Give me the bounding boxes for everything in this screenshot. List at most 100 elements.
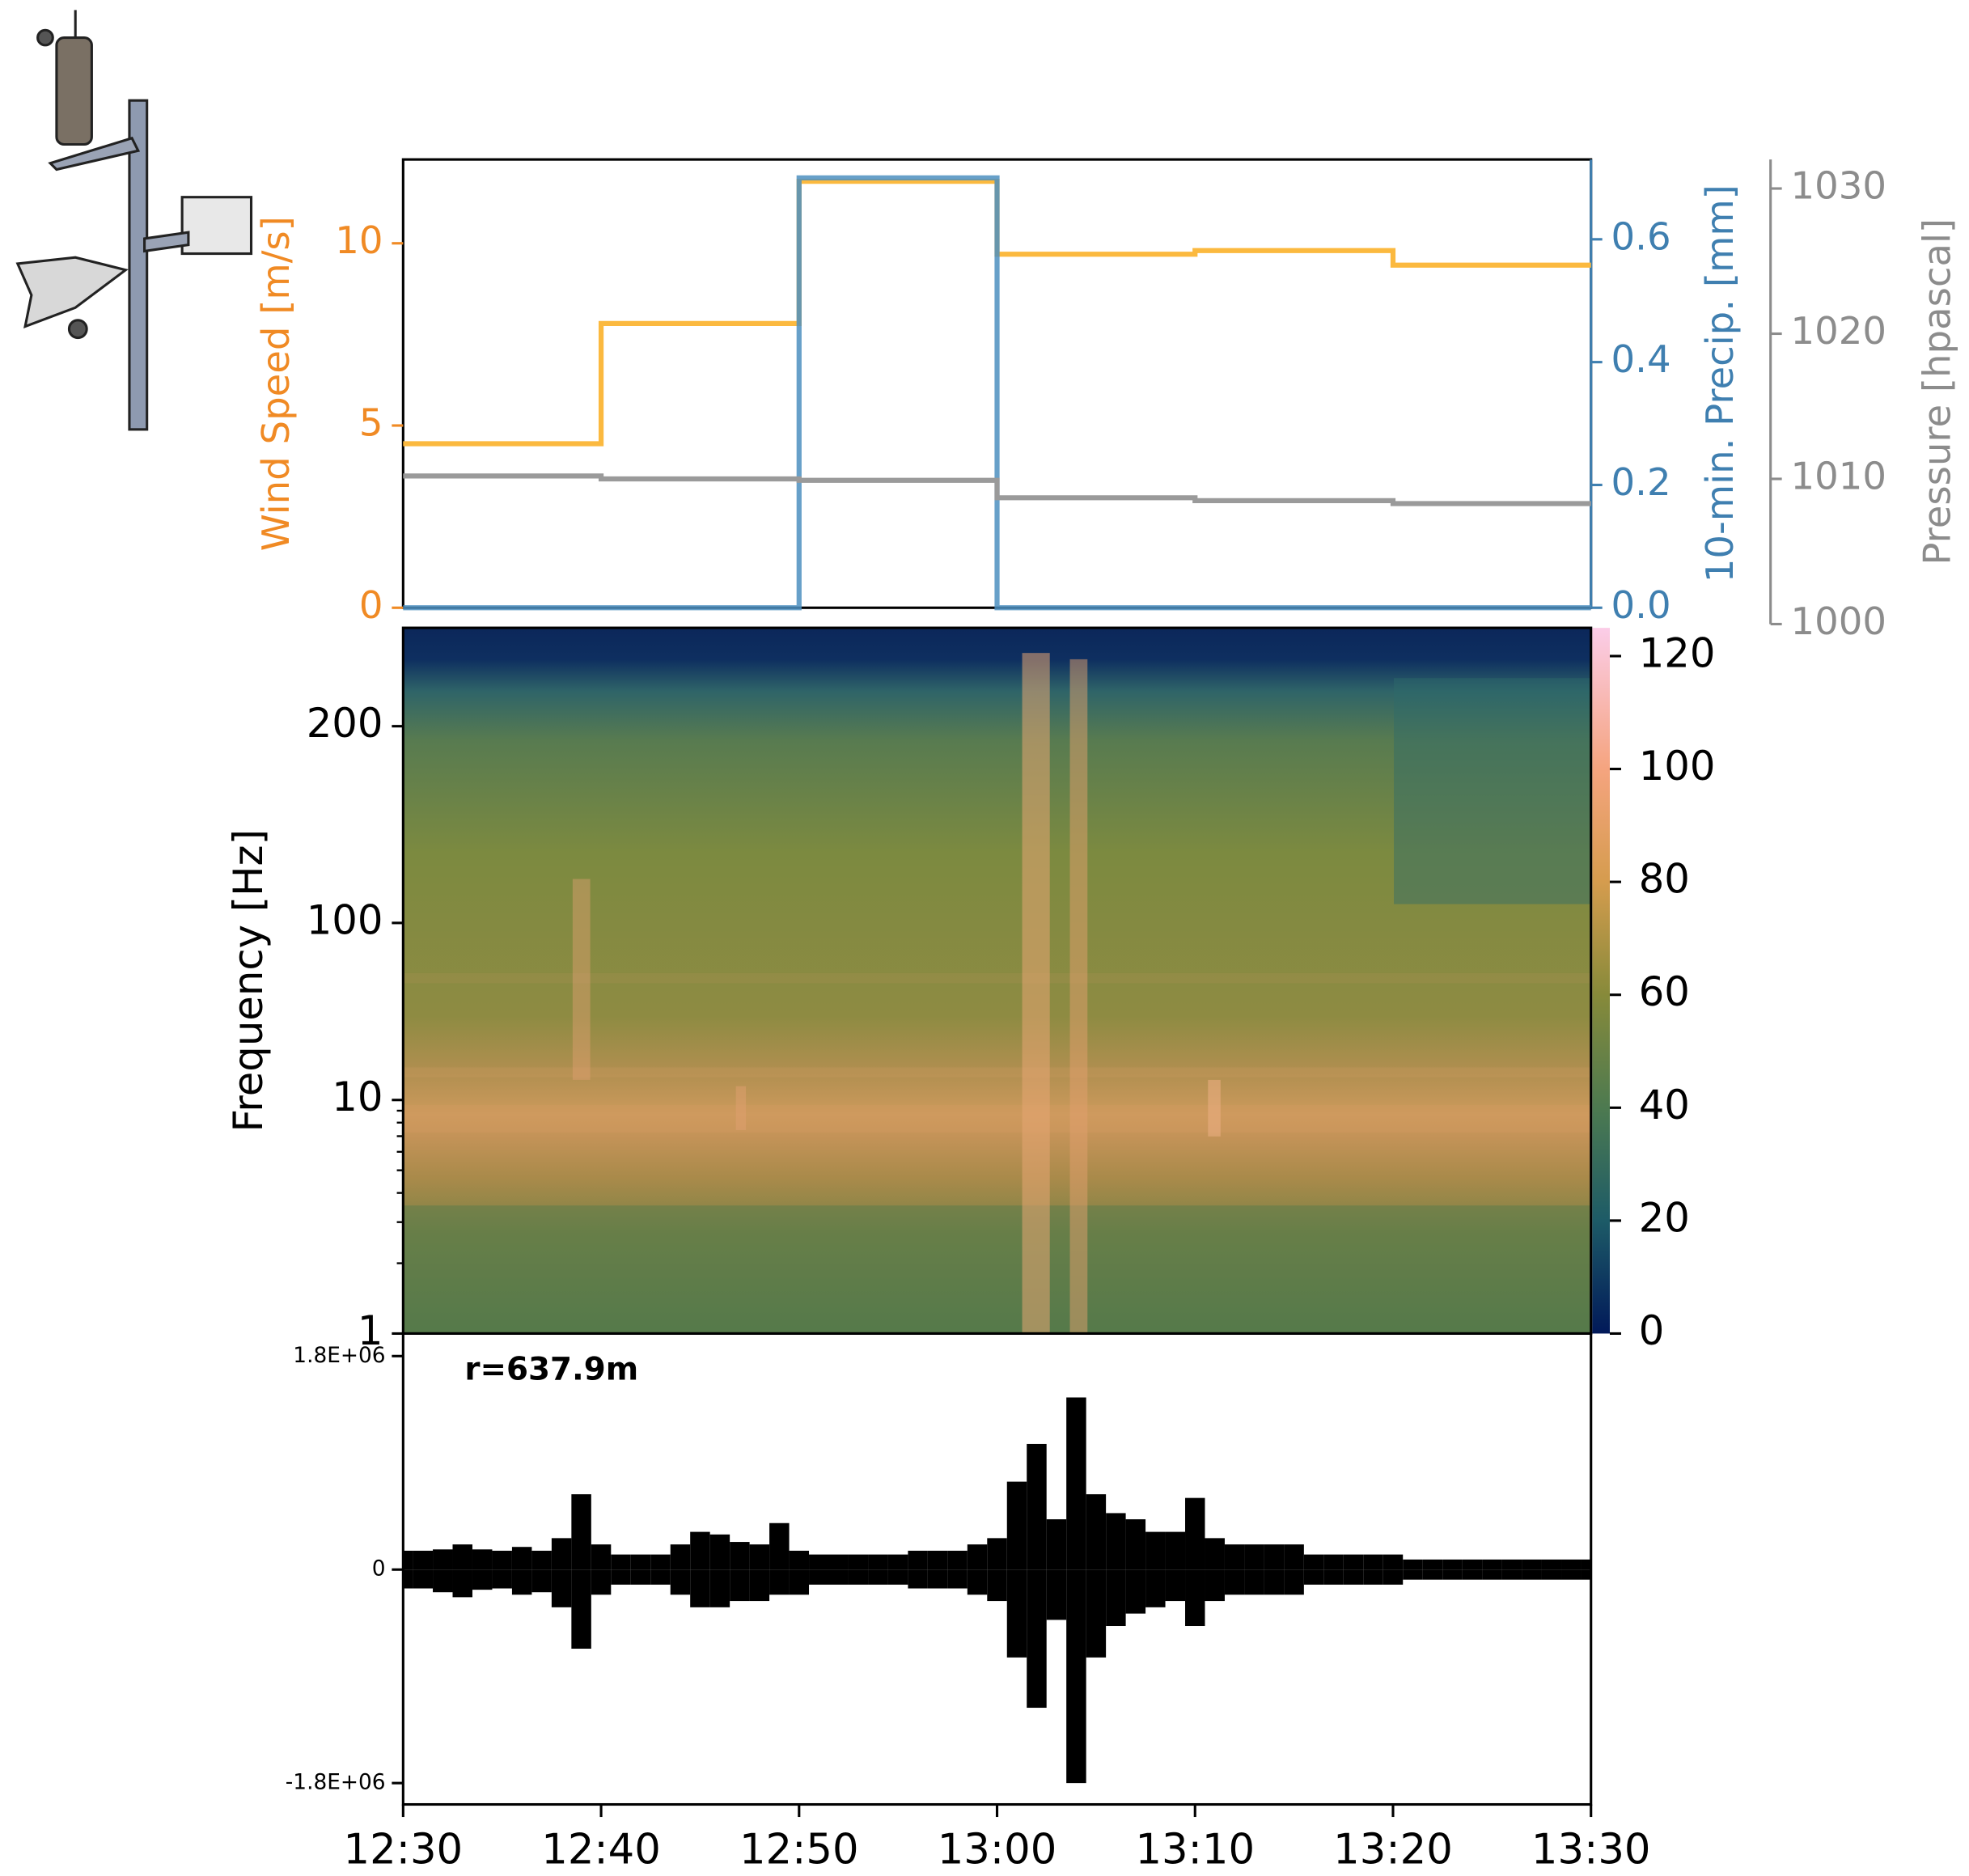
waveform-envelope	[730, 1569, 750, 1602]
waveform-envelope	[887, 1569, 908, 1585]
tick-label: 100	[307, 896, 383, 943]
waveform-envelope	[828, 1554, 849, 1570]
waveform-envelope	[492, 1550, 512, 1570]
waveform-envelope	[1224, 1569, 1245, 1595]
waveform-envelope	[551, 1569, 572, 1607]
colorbar-label: 40	[1639, 1082, 1690, 1129]
x-tick-label: 12:30	[344, 1826, 464, 1874]
waveform-envelope	[967, 1544, 988, 1570]
annotation: r=637.9m	[464, 1352, 638, 1388]
axis-label: Wind Speed [m/s]	[254, 216, 298, 551]
x-tick-label: 13:20	[1333, 1826, 1453, 1874]
waveform-envelope	[947, 1569, 968, 1589]
colorbar-label: 0	[1639, 1307, 1665, 1354]
tick-label: 0	[359, 583, 383, 627]
tick-label: 5	[359, 401, 383, 445]
waveform-envelope	[1323, 1554, 1344, 1570]
waveform-envelope	[531, 1550, 552, 1570]
waveform-envelope	[1581, 1559, 1591, 1570]
waveform-envelope	[650, 1569, 671, 1585]
waveform-envelope	[809, 1554, 829, 1570]
waveform-envelope	[769, 1569, 790, 1595]
waveform-envelope	[887, 1554, 908, 1570]
waveform-envelope	[1422, 1559, 1443, 1570]
waveform-envelope	[848, 1569, 869, 1585]
colorbar-label: 60	[1639, 968, 1690, 1015]
waveform-envelope	[1125, 1569, 1146, 1614]
waveform-envelope	[403, 1569, 413, 1589]
waveform-panel: -1.8E+06 0 1.8E+06 12:30 12:40 12:50 13:00 13:1…	[286, 1332, 1651, 1874]
waveform-envelope	[413, 1569, 434, 1589]
x-tick-label: 13:10	[1135, 1826, 1255, 1874]
waveform-envelope	[1086, 1569, 1107, 1658]
tick-label: -1.8E+06	[286, 1771, 386, 1795]
waveform-envelope	[1462, 1569, 1483, 1580]
waveform-envelope	[1541, 1559, 1562, 1570]
waveform-envelope	[1145, 1531, 1166, 1570]
waveform-envelope	[413, 1550, 434, 1570]
spectrogram-panel: 1 10 100 200 Frequency [Hz] 0 20 40 60 80 100 120	[225, 626, 1715, 1354]
waveform-envelope	[1205, 1569, 1225, 1602]
waveform-envelope	[1086, 1494, 1107, 1570]
waveform-envelope	[511, 1547, 532, 1570]
waveform-envelope	[709, 1534, 730, 1570]
axis-label: Frequency [Hz]	[225, 829, 272, 1132]
step-line	[403, 175, 1591, 611]
waveform-envelope	[1224, 1544, 1245, 1570]
waveform-envelope	[403, 1550, 413, 1570]
waveform-envelope	[967, 1569, 988, 1595]
waveform-envelope	[670, 1544, 691, 1570]
waveform-envelope	[571, 1494, 591, 1570]
waveform-envelope	[1403, 1559, 1423, 1570]
weather-panel: 0 5 10 Wind Speed [m/s] 0.0 0.2 0.4 0.6 10-min. …	[254, 158, 1959, 643]
waveform-envelope	[452, 1544, 472, 1570]
waveform-envelope	[749, 1544, 770, 1570]
waveform-envelope	[987, 1538, 1007, 1570]
waveform-envelope	[908, 1550, 928, 1570]
waveform-envelope	[591, 1544, 612, 1570]
waveform-envelope	[433, 1549, 453, 1570]
waveform-envelope	[1066, 1569, 1086, 1784]
waveform-envelope	[987, 1569, 1007, 1602]
waveform-envelope	[611, 1569, 631, 1585]
x-tick-label: 12:40	[541, 1826, 661, 1874]
waveform-envelope	[1581, 1569, 1591, 1580]
tick-label: 1000	[1791, 599, 1886, 643]
waveform-envelope	[1264, 1544, 1285, 1570]
waveform-envelope	[1403, 1569, 1423, 1580]
waveform-envelope	[1501, 1559, 1522, 1570]
waveform-envelope	[452, 1569, 472, 1598]
tick-label: 0.4	[1611, 337, 1671, 381]
tick-label: 0.0	[1611, 583, 1671, 627]
colorbar-label: 80	[1639, 856, 1690, 903]
waveform-envelope	[749, 1569, 770, 1602]
waveform-envelope	[433, 1569, 453, 1593]
waveform-envelope	[1303, 1554, 1324, 1570]
tick-label: 0	[372, 1557, 386, 1582]
waveform-envelope	[1027, 1443, 1047, 1570]
waveform-envelope	[591, 1569, 612, 1595]
waveform-envelope	[947, 1550, 968, 1570]
waveform-envelope	[1541, 1569, 1562, 1580]
waveform-envelope	[1383, 1554, 1404, 1570]
waveform-envelope	[1343, 1569, 1364, 1585]
step-line	[403, 473, 1591, 506]
waveform-envelope	[1303, 1569, 1324, 1585]
waveform-envelope	[1284, 1544, 1304, 1570]
waveform-envelope	[789, 1550, 810, 1570]
waveform-envelope	[531, 1569, 552, 1593]
waveform-envelope	[1501, 1569, 1522, 1580]
waveform-envelope	[1462, 1559, 1483, 1570]
waveform-envelope	[571, 1569, 591, 1649]
waveform-envelope	[650, 1554, 671, 1570]
waveform-envelope	[630, 1554, 651, 1570]
waveform-envelope	[789, 1569, 810, 1595]
colorbar	[1592, 628, 1610, 1334]
waveform-envelope	[769, 1522, 790, 1570]
waveform-envelope	[828, 1569, 849, 1585]
waveform-envelope	[670, 1569, 691, 1595]
waveform-envelope	[908, 1569, 928, 1589]
waveform-envelope	[868, 1554, 888, 1570]
tick-label: 1010	[1791, 454, 1886, 498]
colorbar-label: 20	[1639, 1194, 1690, 1241]
